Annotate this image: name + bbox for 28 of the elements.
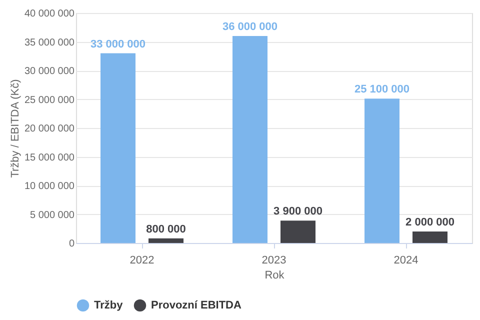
y-tick-label: 15 000 000 (24, 152, 75, 164)
y-tick-label: 35 000 000 (24, 37, 75, 48)
data-label: 33 000 000 (90, 38, 146, 50)
data-label: 36 000 000 (222, 21, 278, 33)
x-tick-label: 2022 (130, 254, 154, 266)
bar (148, 238, 184, 243)
y-tick-label: 5 000 000 (30, 210, 75, 221)
x-axis-title: Rok (264, 270, 285, 282)
bar (280, 220, 316, 243)
y-tick-label: 25 000 000 (24, 94, 75, 106)
y-tick-label: 20 000 000 (24, 124, 75, 134)
bar (100, 53, 136, 243)
bar (412, 232, 448, 243)
y-tick-label: 30 000 000 (24, 66, 75, 77)
x-tick-label: 2023 (262, 254, 286, 266)
legend-label: Tržby (94, 299, 124, 312)
data-label: 3 900 000 (274, 206, 322, 218)
data-label: 800 000 (146, 223, 186, 236)
legend-label: Provozní EBITDA (151, 299, 242, 312)
data-label: 2 000 000 (406, 216, 454, 228)
y-tick-label: 40 000 000 (24, 8, 75, 20)
y-axis-title: Tržby / EBITDA (Kč) (9, 79, 22, 178)
x-tick-label: 2024 (394, 254, 418, 266)
bar (232, 36, 268, 243)
y-tick-label: 10 000 000 (24, 181, 75, 192)
data-label: 25 100 000 (354, 84, 410, 96)
y-tick-label: 0 (68, 238, 75, 250)
bar (364, 98, 400, 243)
